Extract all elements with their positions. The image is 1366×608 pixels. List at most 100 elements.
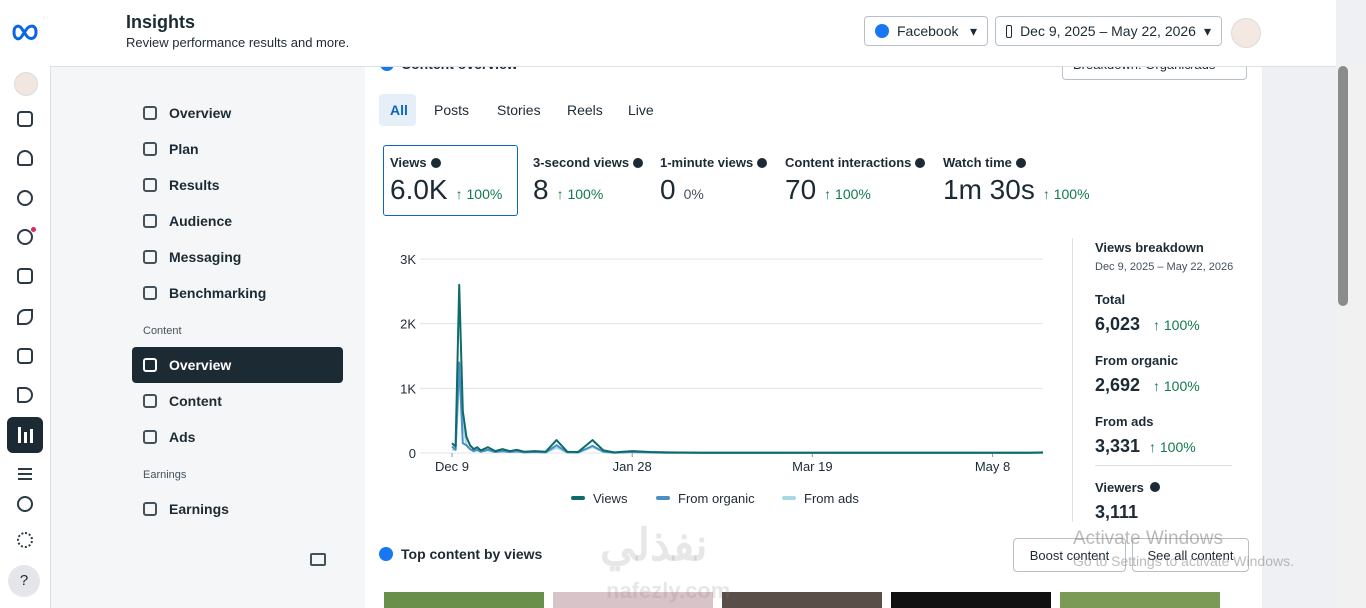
x-tick-label: May 8	[975, 459, 1010, 474]
metric-label: Watch time	[943, 155, 1026, 170]
metric-label: Views	[390, 155, 441, 170]
content-thumbnail[interactable]	[553, 592, 713, 608]
messages-icon[interactable]	[17, 229, 33, 245]
nav-item[interactable]: Content	[169, 393, 222, 409]
breakdown-change: ↑ 100%	[1153, 378, 1200, 394]
nav-icon	[143, 142, 157, 156]
nav-icon	[143, 178, 157, 192]
nav-item[interactable]: Benchmarking	[169, 285, 267, 301]
notifications-icon[interactable]	[17, 150, 33, 166]
search-icon[interactable]	[17, 496, 33, 512]
help-icon[interactable]: ?	[8, 565, 40, 597]
info-icon[interactable]	[1150, 482, 1160, 492]
chevron: ▾	[969, 22, 977, 39]
badge	[31, 227, 36, 232]
platform-dropdown[interactable]: Facebook ▾	[864, 16, 988, 46]
views-chart: 0 1K 2K 3K Dec 9 Jan 28 Mar 19 May 8 Views From o…	[400, 252, 1044, 506]
nav-item[interactable]: Earnings	[169, 501, 229, 517]
breakdown-change: ↑ 100%	[1149, 439, 1196, 455]
metric-label: 3-second views	[533, 155, 644, 170]
breakdown-label: From organic	[1095, 353, 1179, 368]
metric-value: 6.0K	[390, 174, 448, 205]
compass-icon[interactable]	[17, 190, 33, 206]
nav-item[interactable]: Results	[169, 177, 220, 193]
button[interactable]: See all content	[1132, 538, 1249, 572]
metric-row: 8 ↑ 100%	[533, 174, 603, 206]
change-value: 100%	[1163, 317, 1200, 333]
info-icon[interactable]	[757, 157, 768, 168]
megaphone-icon[interactable]	[17, 387, 33, 403]
tab-selected	[379, 94, 416, 126]
info-icon[interactable]	[1015, 157, 1026, 168]
breakdown-title: Views breakdown	[1095, 240, 1204, 255]
watermark-logo: نفذلي	[600, 521, 708, 570]
tab[interactable]: Stories	[497, 102, 541, 118]
calendar-icon	[1006, 24, 1013, 38]
menu-icon[interactable]	[18, 468, 32, 470]
facebook-icon	[875, 24, 889, 38]
info-icon[interactable]	[633, 157, 644, 168]
metric-change: ↑ 100%	[456, 186, 503, 202]
content-thumbnail[interactable]	[384, 592, 544, 608]
tab[interactable]: Reels	[567, 102, 603, 118]
tab[interactable]: Posts	[434, 102, 470, 118]
content-thumbnail[interactable]	[1060, 592, 1220, 608]
metric-label: Content interactions	[785, 155, 926, 170]
scroll-thumb[interactable]	[1338, 66, 1348, 306]
metric-change: 0%	[684, 186, 704, 202]
avatar[interactable]	[14, 72, 38, 96]
settings-icon[interactable]	[17, 532, 33, 548]
nav-icon	[143, 286, 157, 300]
metric-change: ↑ 100%	[1043, 186, 1090, 202]
y-tick-label: 1K	[400, 381, 416, 396]
up-arrow: ↑	[1153, 317, 1164, 333]
profile-avatar[interactable]	[1231, 18, 1261, 48]
nav-item[interactable]: Messaging	[169, 249, 242, 265]
breakdown-label: Total	[1095, 292, 1126, 307]
nav-icon	[143, 394, 157, 408]
info-icon[interactable]	[915, 157, 926, 168]
content-thumbnail[interactable]	[722, 592, 882, 608]
nav-item[interactable]: Plan	[169, 141, 199, 157]
meta-logo	[12, 24, 38, 41]
metric-value: 8	[533, 174, 549, 205]
metric-change-value: 100%	[567, 186, 604, 202]
legend-label: From ads	[804, 491, 859, 506]
posts-icon[interactable]	[17, 268, 33, 284]
watermark-site: nafezly.com	[606, 578, 731, 603]
tab[interactable]: All	[390, 102, 408, 118]
legend-swatch	[656, 496, 670, 500]
metric-value: 0	[660, 174, 676, 205]
metric-label-text: Content interactions	[785, 155, 912, 170]
nav-item[interactable]: Overview	[169, 105, 232, 121]
metric-row: 70 ↑ 100%	[785, 174, 871, 206]
y-tick-label: 2K	[400, 317, 416, 332]
viewers-label: Viewers	[1095, 480, 1144, 495]
up-arrow: ↑	[1042, 186, 1054, 202]
nav-item[interactable]: Audience	[169, 213, 233, 229]
metric-change-value: 100%	[835, 186, 871, 202]
windows-watermark-title: Activate Windows	[1073, 528, 1223, 549]
breakdown-change: ↑ 100%	[1153, 317, 1200, 333]
viewers-value: 3,111	[1095, 502, 1139, 522]
series-line	[451, 283, 1044, 454]
nav-item[interactable]: Ads	[169, 429, 196, 445]
metric-change: ↑ 100%	[824, 186, 871, 202]
info-icon[interactable]	[430, 157, 441, 168]
tab[interactable]: Live	[628, 102, 654, 118]
collapse-icon[interactable]	[310, 553, 326, 566]
date-dropdown[interactable]: Dec 9, 2025 – May 22, 2026 ▾	[995, 16, 1222, 46]
metric-change-value: 0%	[683, 186, 704, 202]
nav-item[interactable]: Overview	[169, 357, 232, 373]
metric-label-text: Views	[390, 155, 427, 170]
nav-selected	[132, 347, 343, 383]
nav-icon	[143, 214, 157, 228]
breakdown-date: Dec 9, 2025 – May 22, 2026	[1095, 261, 1234, 273]
insights-icon[interactable]	[7, 417, 43, 453]
ads-icon[interactable]	[17, 309, 33, 325]
home-icon[interactable]	[17, 111, 33, 127]
calendar-icon[interactable]	[17, 348, 33, 364]
content-thumbnail[interactable]	[891, 592, 1051, 608]
button[interactable]: Boost content	[1013, 538, 1126, 572]
